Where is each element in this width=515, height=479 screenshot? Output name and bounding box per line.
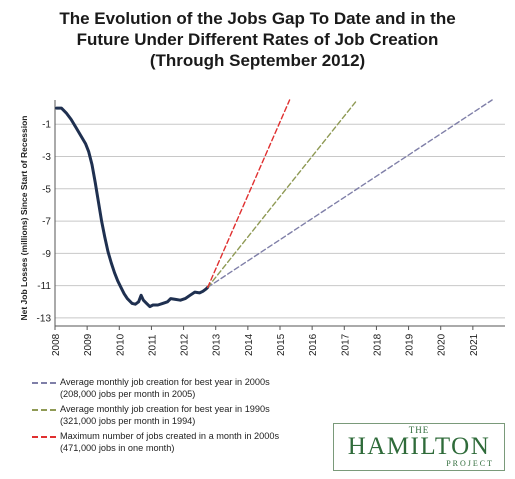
legend-text: Average monthly job creation for best ye…: [60, 404, 270, 414]
title-line-2: Future Under Different Rates of Job Crea…: [76, 30, 439, 49]
projection-max-line: [206, 99, 291, 288]
title-line-1: The Evolution of the Jobs Gap To Date an…: [59, 9, 456, 28]
tick-labels: -1 -3 -5 -7 -9 -11 -13 2008 2009 2010 2011 2012 2013…: [37, 120, 480, 356]
hamilton-project-logo: THE HAMILTON PROJECT: [333, 423, 505, 471]
y-tick-label: -11: [37, 281, 51, 292]
legend: Average monthly job creation for best ye…: [32, 377, 332, 458]
x-tick-label: 2018: [372, 333, 383, 356]
x-tick-label: 2014: [244, 333, 255, 356]
gridlines: [55, 123, 505, 319]
legend-item-2000s: Average monthly job creation for best ye…: [32, 377, 332, 400]
legend-text: Maximum number of jobs created in a mont…: [60, 431, 280, 441]
legend-subtext: (321,000 jobs per month in 1994): [60, 415, 196, 426]
legend-subtext: (208,000 jobs per month in 2005): [60, 388, 196, 399]
legend-swatch-1990s: [32, 409, 56, 411]
y-tick-label: -9: [42, 249, 51, 260]
projection-2000s-line: [206, 99, 493, 288]
chart-title: The Evolution of the Jobs Gap To Date an…: [0, 8, 515, 71]
x-tick-label: 2011: [147, 334, 158, 356]
y-tick-label: -1: [42, 120, 51, 131]
legend-swatch-max: [32, 436, 56, 438]
logo-the: THE: [408, 425, 430, 435]
legend-subtext: (471,000 jobs in one month): [60, 442, 175, 453]
x-tick-label: 2016: [308, 333, 319, 356]
y-tick-label: -5: [42, 184, 51, 195]
actual-jobs-gap-line: [55, 106, 210, 309]
logo-project: PROJECT: [446, 459, 494, 468]
x-tick-label: 2020: [437, 333, 448, 356]
x-tick-label: 2019: [405, 333, 416, 356]
legend-swatch-2000s: [32, 382, 56, 384]
y-tick-label: -3: [42, 152, 51, 163]
legend-item-1990s: Average monthly job creation for best ye…: [32, 404, 332, 427]
x-tick-label: 2017: [340, 333, 351, 356]
y-tick-label: -7: [42, 217, 51, 228]
x-tick-label: 2021: [469, 333, 480, 356]
series-lines: [55, 99, 493, 309]
x-tick-label: 2010: [115, 333, 126, 356]
projection-1990s-line: [206, 99, 358, 288]
y-axis-label: Net Job Losses (millions) Since Start of…: [19, 116, 29, 321]
x-tick-label: 2015: [276, 333, 287, 356]
legend-item-max: Maximum number of jobs created in a mont…: [32, 431, 332, 454]
legend-text: Average monthly job creation for best ye…: [60, 377, 270, 387]
axes: [54, 100, 505, 330]
y-tick-label: -13: [37, 313, 52, 324]
x-tick-label: 2009: [83, 333, 94, 356]
x-tick-label: 2008: [51, 333, 62, 356]
title-line-3: (Through September 2012): [149, 51, 366, 70]
logo-hamilton: HAMILTON: [347, 433, 491, 460]
x-tick-label: 2012: [180, 333, 191, 356]
x-tick-label: 2013: [212, 333, 223, 356]
